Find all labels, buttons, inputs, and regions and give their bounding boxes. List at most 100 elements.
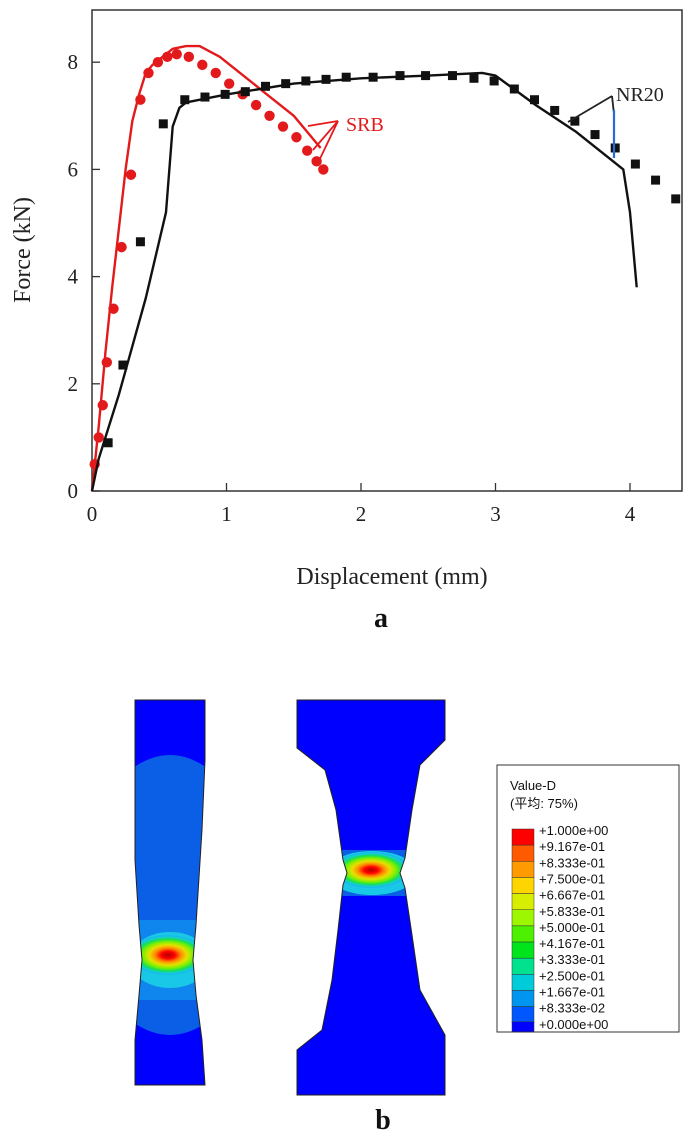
legend-swatch [511,990,535,1007]
data-point-square [421,71,431,81]
legend-swatch [511,957,535,975]
data-point-square [469,73,479,83]
data-point-circle [152,57,164,68]
data-point-square [550,105,560,115]
panel-b: Value-D (平均: 75%) +1.000e+00+9.167e-01+8… [134,699,680,1136]
legend-swatch [511,1021,535,1033]
x-tick-label: 4 [625,502,636,526]
legend-subtitle: (平均: 75%) [510,796,578,811]
y-axis: 0 2 4 6 8 [68,50,100,503]
x-tick-label: 2 [356,502,367,526]
legend-swatch [511,861,535,878]
legend-level-label: +1.000e+00 [539,823,608,838]
legend-swatch [511,1006,535,1024]
data-point-circle [135,94,146,105]
data-point-circle [125,169,137,180]
data-point-square [118,360,128,370]
data-point-square [261,81,271,91]
data-point-circle [116,241,127,253]
y-tick-label: 4 [68,265,79,289]
data-point-circle [162,51,173,63]
data-point-square [301,76,311,86]
data-point-circle [210,67,221,79]
data-point-circle [97,400,108,411]
y-tick-label: 8 [68,50,79,74]
data-point-square [630,159,640,169]
legend-swatch [511,941,535,959]
srb-annotation-arrows [307,120,339,166]
legend-rows: +1.000e+00+9.167e-01+8.333e-01+7.500e-01… [511,823,608,1033]
data-point-circle [302,145,313,156]
chart-panel-a: 0 1 2 3 4 0 2 4 6 8 SRB NR20 Force (kN) Displace… [10,9,683,634]
panel-b-label: b [375,1105,391,1136]
data-point-square [103,438,113,448]
legend-swatch [511,893,535,910]
y-axis-label: Force (kN) [10,197,36,303]
series-line [90,44,322,492]
data-point-square [341,72,351,82]
legend-swatch [511,844,535,862]
x-tick-label: 3 [490,502,501,526]
data-point-square [447,71,457,81]
data-point-square [158,119,168,129]
legend-level-label: +8.333e-02 [539,1001,605,1016]
legend-level-label: +5.000e-01 [539,920,605,935]
legend-level-label: +6.667e-01 [539,888,605,903]
legend-level-label: +0.000e+00 [539,1017,608,1032]
legend-swatch [511,828,535,846]
data-point-circle [101,357,112,368]
nr20-annotation-arrows [567,95,615,123]
legend-level-label: +9.167e-01 [539,839,605,854]
srb-annotation: SRB [346,114,384,136]
data-point-circle [291,132,302,143]
x-axis: 0 1 2 3 4 [87,483,636,526]
data-point-square [570,116,580,126]
data-point-square [200,92,210,102]
x-tick-label: 1 [221,502,232,526]
specimen-left [135,700,205,1085]
legend-level-label: +1.667e-01 [539,985,605,1000]
panel-a-label: a [374,603,388,634]
data-point-square [610,143,620,153]
specimen-right-outline [296,699,446,1096]
legend-swatch [511,877,535,894]
nr20-annotation: NR20 [616,84,664,106]
specimen-right [297,700,445,1095]
data-point-square [281,79,291,89]
data-point-square [180,95,190,105]
data-point-circle [171,48,182,60]
x-tick-label: 0 [87,502,98,526]
data-point-square [530,95,540,105]
specimen-left-outline [134,699,206,1086]
data-point-square [135,237,145,247]
data-point-square [590,130,600,140]
legend-swatch [511,974,535,991]
legend-level-label: +4.167e-01 [539,936,605,951]
data-point-circle [197,59,208,71]
data-point-circle [264,110,275,122]
data-point-circle [143,67,154,79]
data-point-square [240,87,250,97]
legend-level-label: +2.500e-01 [539,968,605,983]
data-point-square [220,89,230,99]
legend-level-label: +7.500e-01 [539,871,605,886]
data-point-square [509,84,519,94]
data-point-square [489,76,499,86]
plot-area-frame [91,9,683,492]
data-point-circle [108,303,119,314]
data-point-circle [183,51,195,63]
data-point-square [368,72,378,82]
data-point-square [671,194,681,204]
data-point-circle [93,432,104,443]
series-layer [89,44,681,492]
data-point-square [651,175,661,185]
data-point-circle [250,99,262,111]
legend-swatch [511,925,535,943]
contour-legend: Value-D (平均: 75%) +1.000e+00+9.167e-01+8… [496,764,680,1033]
data-point-square [321,74,331,84]
y-tick-label: 6 [68,157,79,181]
legend-level-label: +5.833e-01 [539,904,605,919]
data-point-circle [318,164,329,175]
legend-title: Value-D [510,778,556,793]
